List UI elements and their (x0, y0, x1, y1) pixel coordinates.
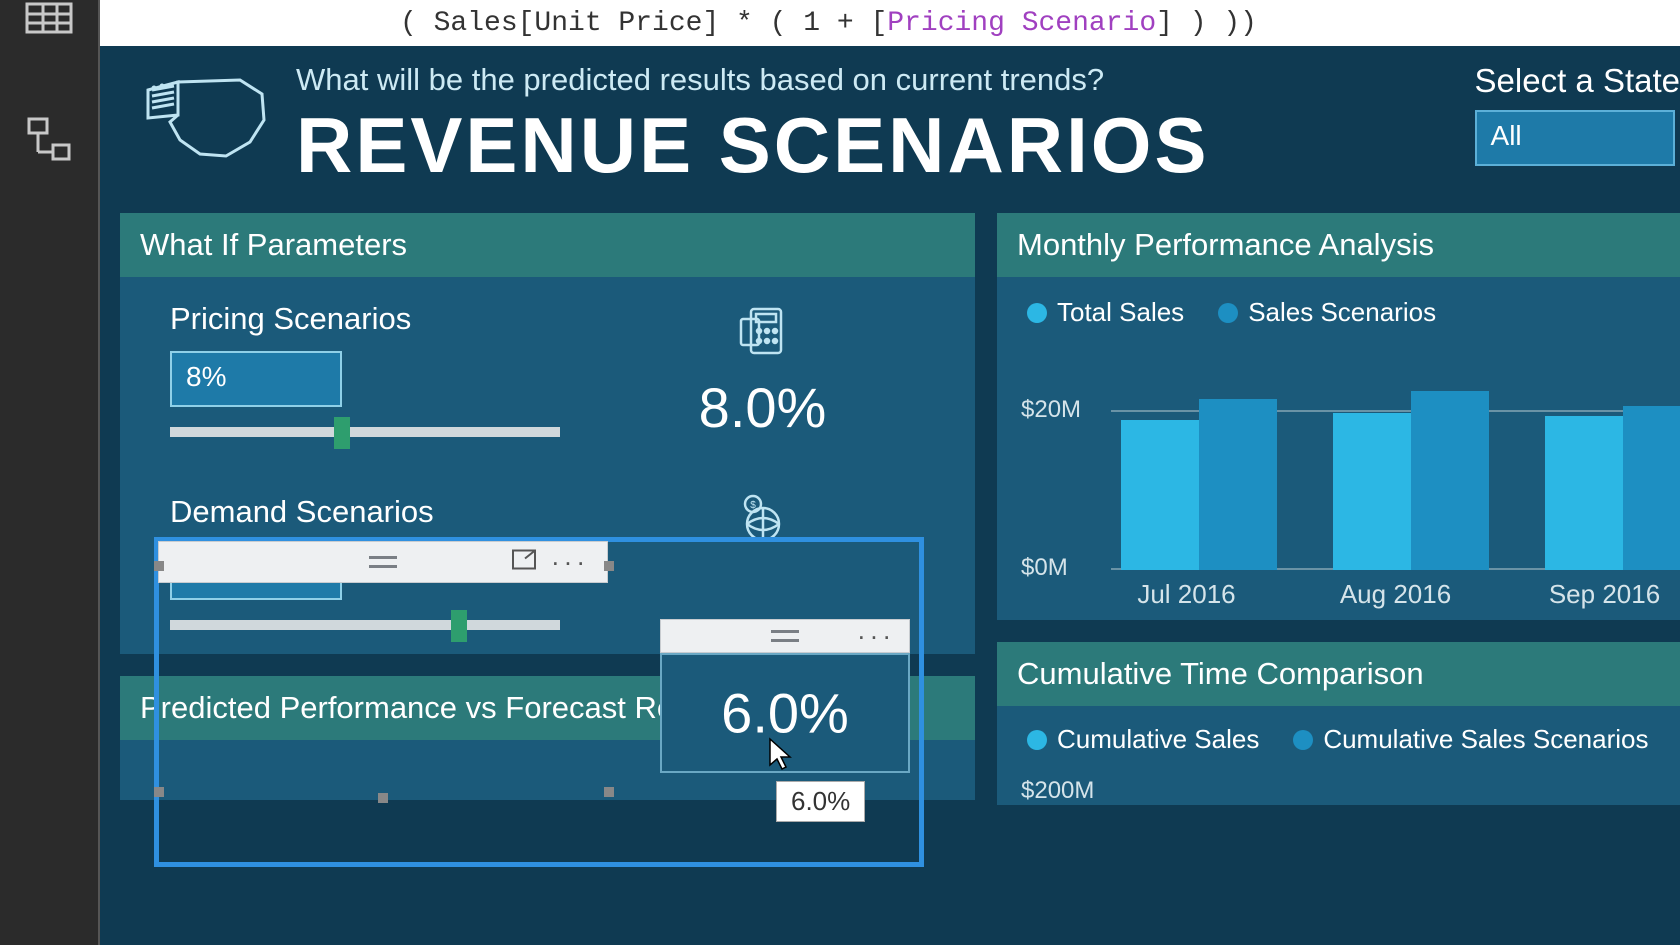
monthly-panel-header: Monthly Performance Analysis (997, 213, 1680, 277)
calculator-icon (731, 301, 795, 365)
legend-dot-icon (1293, 730, 1313, 750)
bar[interactable] (1545, 416, 1623, 570)
bar[interactable] (1623, 406, 1680, 570)
cumulative-panel-header: Cumulative Time Comparison (997, 642, 1680, 706)
demand-kpi-card[interactable]: 6.0% (660, 653, 910, 773)
formula-suffix: ] ) )) (1156, 8, 1257, 39)
demand-kpi-header[interactable]: ··· (660, 619, 910, 653)
bar-group[interactable] (1545, 406, 1680, 570)
globe-dollar-icon: $ (731, 494, 795, 542)
x-axis-label: Sep 2016 (1539, 579, 1670, 610)
legend-dot-icon (1027, 303, 1047, 323)
drag-grip-icon[interactable] (771, 630, 799, 642)
pricing-kpi-value: 8.0% (699, 375, 827, 440)
usa-map-icon (140, 70, 270, 165)
more-options-icon[interactable]: ··· (857, 621, 895, 652)
bar[interactable] (1411, 391, 1489, 570)
tooltip: 6.0% (776, 781, 865, 822)
cumulative-panel: Cumulative Time Comparison Cumulative Sa… (997, 642, 1680, 805)
demand-kpi-value: 6.0% (662, 681, 908, 746)
formula-variable: Pricing Scenario (887, 8, 1156, 39)
monthly-bar-chart[interactable]: $20M $0M Jul 2016 Aug 2016 Sep 2016 (1021, 350, 1670, 610)
resize-handle[interactable] (378, 793, 388, 803)
pricing-scenario-block: Pricing Scenarios 8% (170, 301, 935, 440)
left-rail (0, 0, 100, 945)
focus-mode-icon[interactable] (511, 547, 537, 578)
legend-cumulative-scenarios[interactable]: Cumulative Sales Scenarios (1293, 724, 1648, 755)
y-axis-label: $0M (1021, 554, 1068, 582)
more-options-icon[interactable]: ··· (551, 547, 589, 578)
demand-slider[interactable] (170, 620, 560, 630)
bar[interactable] (1199, 399, 1277, 570)
x-axis-label: Jul 2016 (1121, 579, 1252, 610)
legend-dot-icon (1027, 730, 1047, 750)
resize-handle[interactable] (154, 787, 164, 797)
y-axis-label: $20M (1021, 396, 1081, 424)
legend-cumulative-sales[interactable]: Cumulative Sales (1027, 724, 1259, 755)
demand-slider-thumb[interactable] (451, 610, 467, 642)
monthly-legend: Total Sales Sales Scenarios (1021, 297, 1670, 328)
state-slicer-dropdown[interactable]: All (1475, 110, 1675, 166)
drag-grip-icon[interactable] (369, 556, 397, 568)
bar[interactable] (1121, 420, 1199, 570)
legend-sales-scenarios[interactable]: Sales Scenarios (1218, 297, 1436, 328)
bar-group[interactable] (1121, 399, 1277, 570)
bar-group[interactable] (1333, 391, 1489, 570)
monthly-panel: Monthly Performance Analysis Total Sales… (997, 213, 1680, 620)
resize-handle[interactable] (604, 787, 614, 797)
svg-text:$: $ (750, 500, 756, 511)
resize-handle[interactable] (154, 561, 164, 571)
formula-bar[interactable]: ( Sales[Unit Price] * ( 1 + [Pricing Sce… (100, 0, 1680, 46)
pricing-slider-thumb[interactable] (334, 417, 350, 449)
legend-dot-icon (1218, 303, 1238, 323)
cumulative-y-label: $200M (1021, 777, 1670, 805)
table-view-icon[interactable] (25, 2, 73, 55)
whatif-panel-header: What If Parameters (120, 213, 975, 277)
state-slicer: Select a State All (1475, 62, 1680, 166)
pricing-input[interactable]: 8% (170, 351, 342, 407)
cumulative-legend: Cumulative Sales Cumulative Sales Scenar… (1021, 724, 1670, 755)
whatif-panel: What If Parameters Pricing Scenarios 8% (120, 213, 975, 654)
model-view-icon[interactable] (25, 115, 73, 168)
pricing-slider[interactable] (170, 427, 560, 437)
report-header: What will be the predicted results based… (100, 46, 1680, 213)
report-subtitle: What will be the predicted results based… (296, 62, 1449, 98)
state-slicer-label: Select a State (1475, 62, 1680, 100)
x-axis-label: Aug 2016 (1330, 579, 1461, 610)
resize-handle[interactable] (604, 561, 614, 571)
demand-visual-header[interactable]: ··· (158, 541, 608, 583)
formula-prefix: ( Sales[Unit Price] * ( 1 + [ (400, 8, 887, 39)
report-title: REVENUE SCENARIOS (296, 100, 1449, 191)
demand-label: Demand Scenarios (170, 494, 590, 530)
pricing-label: Pricing Scenarios (170, 301, 590, 337)
legend-total-sales[interactable]: Total Sales (1027, 297, 1184, 328)
bar[interactable] (1333, 413, 1411, 570)
